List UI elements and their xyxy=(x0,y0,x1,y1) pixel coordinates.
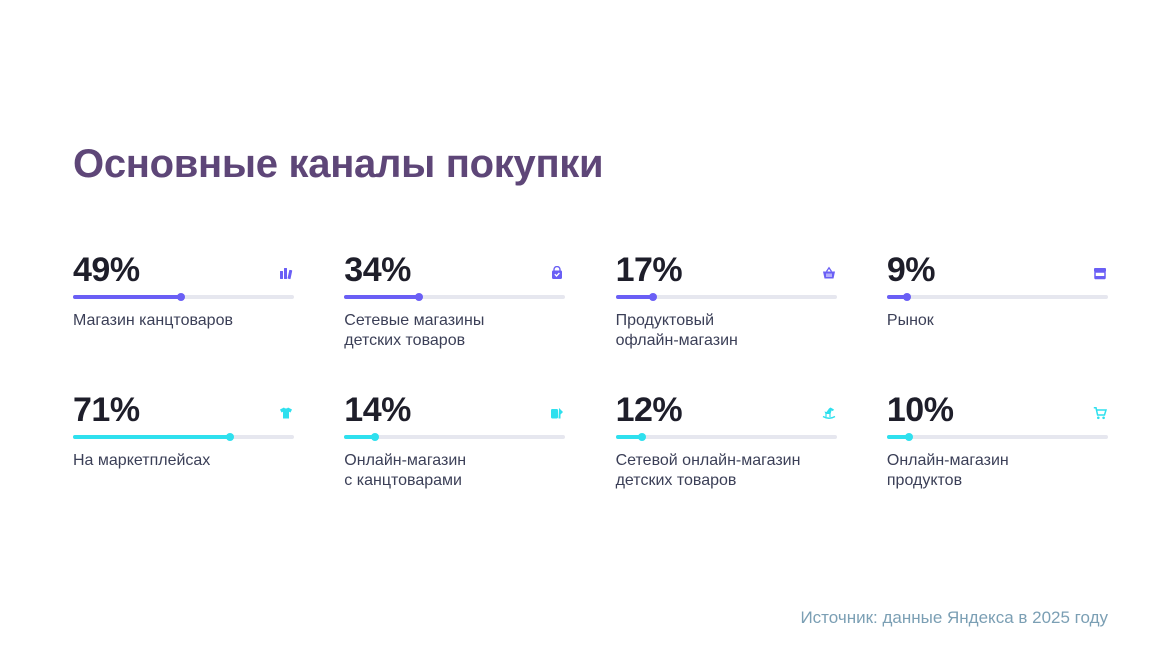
channel-label-line: офлайн-магазин xyxy=(615,332,738,349)
progress-fill xyxy=(886,295,907,299)
progress-track xyxy=(886,433,1108,441)
progress-fill xyxy=(615,295,654,299)
channel-label-line: Рынок xyxy=(886,312,934,329)
channel-card: 71% На маркетплейсах xyxy=(73,390,294,510)
channel-label: Онлайн-магазин с канцтоварами xyxy=(344,451,574,491)
t-shirt-icon xyxy=(280,407,292,419)
channel-label: Рынок xyxy=(887,311,1117,331)
progress-track xyxy=(73,293,294,301)
value-label: 12% xyxy=(615,391,683,429)
progress-fill xyxy=(886,435,909,439)
cart-icon xyxy=(1093,407,1107,420)
value-label: 34% xyxy=(344,251,411,289)
channel-card: 49% Магазин канцтоваров xyxy=(73,250,294,370)
channel-label-line: На маркетплейсах xyxy=(73,452,211,469)
stationery-icon xyxy=(551,408,564,419)
channel-label-line: Сетевые магазины xyxy=(344,312,485,329)
progress-track xyxy=(615,293,837,301)
progress-marker xyxy=(902,293,911,301)
progress-fill xyxy=(615,435,643,439)
progress-marker xyxy=(904,433,913,441)
progress-marker xyxy=(371,433,380,441)
value-label: 9% xyxy=(886,251,936,289)
progress-track xyxy=(73,433,294,441)
channel-label-line: детских товаров xyxy=(344,332,466,349)
channel-label-line: с канцтоварами xyxy=(344,472,462,489)
value-label: 49% xyxy=(73,251,140,289)
books-icon xyxy=(280,268,293,280)
progress-marker xyxy=(649,293,658,301)
progress-marker xyxy=(177,293,186,301)
channel-card: 14% Онлайн-магазин с канцтоварами xyxy=(344,390,566,510)
progress-marker xyxy=(638,433,647,441)
market-stall-icon xyxy=(1093,268,1106,280)
channel-label-line: детских товаров xyxy=(615,472,737,489)
value-label: 71% xyxy=(73,391,140,429)
channel-card: 10% Онлайн-магазин продуктов xyxy=(886,390,1108,510)
shopping-bag-icon xyxy=(552,266,563,279)
channel-label-line: продуктов xyxy=(886,472,963,489)
channel-label-line: Онлайн-магазин xyxy=(886,452,1009,469)
progress-track xyxy=(886,293,1108,301)
channel-label-line: Продуктовый xyxy=(615,312,715,329)
channel-label: Онлайн-магазин продуктов xyxy=(887,451,1117,491)
progress-track xyxy=(344,433,566,441)
channel-label: Сетевой онлайн-магазин детских товаров xyxy=(616,451,846,491)
value-label: 10% xyxy=(886,391,954,429)
channel-card: 17% Продуктовый офлайн-магазин xyxy=(615,250,837,370)
channel-label-line: Сетевой онлайн-магазин xyxy=(615,452,801,469)
channel-grid: 49% Магазин канцтоваров 34% Сетевые магазин… xyxy=(73,250,1108,510)
channel-label-line: Магазин канцтоваров xyxy=(73,312,233,329)
value-label: 17% xyxy=(615,251,683,289)
progress-track xyxy=(344,293,566,301)
channel-label: Магазин канцтоваров xyxy=(73,311,303,331)
progress-marker xyxy=(415,293,424,301)
progress-fill xyxy=(73,435,230,439)
progress-track xyxy=(615,433,837,441)
source-note: Источник: данные Яндекса в 2025 году xyxy=(800,608,1108,627)
channel-card: 9% Рынок xyxy=(886,250,1108,370)
value-label: 14% xyxy=(344,391,411,429)
channel-label: Продуктовый офлайн-магазин xyxy=(616,311,846,351)
page-title: Основные каналы покупки xyxy=(73,142,604,186)
channel-label-line: Онлайн-магазин xyxy=(344,452,467,469)
progress-marker xyxy=(225,433,234,441)
channel-card: 34% Сетевые магазины детских товаров xyxy=(344,250,566,370)
basket-icon xyxy=(822,266,835,279)
channel-label: Сетевые магазины детских товаров xyxy=(344,311,574,351)
progress-fill xyxy=(344,295,420,299)
channel-card: 12% Сетевой онлайн-магазин детских товаров xyxy=(615,390,837,510)
rocking-horse-icon xyxy=(822,407,835,419)
progress-fill xyxy=(344,435,376,439)
progress-fill xyxy=(73,295,182,299)
channel-label: На маркетплейсах xyxy=(73,451,303,471)
